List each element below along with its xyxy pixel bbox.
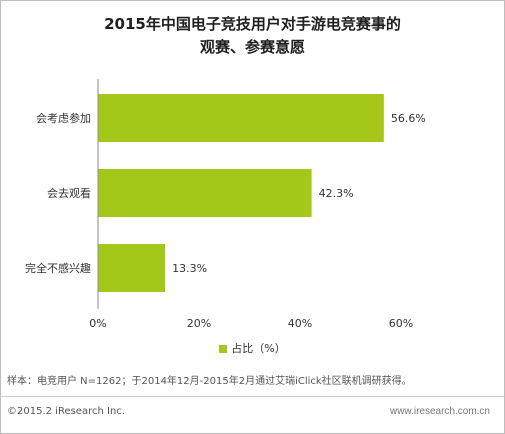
chart-title: 2015年中国电子竞技用户对手游电竞赛事的 观赛、参赛意愿 <box>1 13 504 59</box>
bar-3 <box>98 244 166 292</box>
x-tick-label-2: 20% <box>187 317 211 330</box>
bars-group: 会考虑参加 56.6% 会去观看 42.3% 完全不感兴趣 13.3% <box>25 94 426 292</box>
footer-copyright: ©2015.2 iResearch Inc. <box>7 406 125 417</box>
bar-2 <box>98 169 312 217</box>
legend-label: 占比（%） <box>231 342 286 355</box>
value-label-3: 13.3% <box>172 262 207 275</box>
x-tick-label-4: 60% <box>389 317 413 330</box>
value-label-1: 56.6% <box>391 112 426 125</box>
bar-chart: 会考虑参加 56.6% 会去观看 42.3% 完全不感兴趣 13.3% 0% 20% 40% 6… <box>25 79 426 330</box>
legend-swatch <box>219 345 228 353</box>
chart-title-line1: 2015年中国电子竞技用户对手游电竞赛事的 <box>104 15 401 33</box>
category-label-2: 会去观看 <box>47 186 91 200</box>
category-label-1: 会考虑参加 <box>36 111 91 125</box>
footer-divider <box>1 396 504 397</box>
x-tick-label-3: 40% <box>288 317 312 330</box>
bar-1 <box>98 94 384 142</box>
chart-title-line2: 观赛、参赛意愿 <box>199 38 305 56</box>
x-ticks-group: 0% 20% 40% 60% <box>89 317 413 330</box>
value-label-2: 42.3% <box>319 187 354 200</box>
legend: 占比（%） <box>1 340 504 356</box>
footer-url: www.iresearch.com.cn <box>389 406 490 417</box>
sample-note: 样本：电竞用户 N=1262；于2014年12月-2015年2月通过艾瑞iCli… <box>7 376 412 387</box>
x-tick-label-1: 0% <box>89 317 106 330</box>
category-label-3: 完全不感兴趣 <box>25 261 91 275</box>
